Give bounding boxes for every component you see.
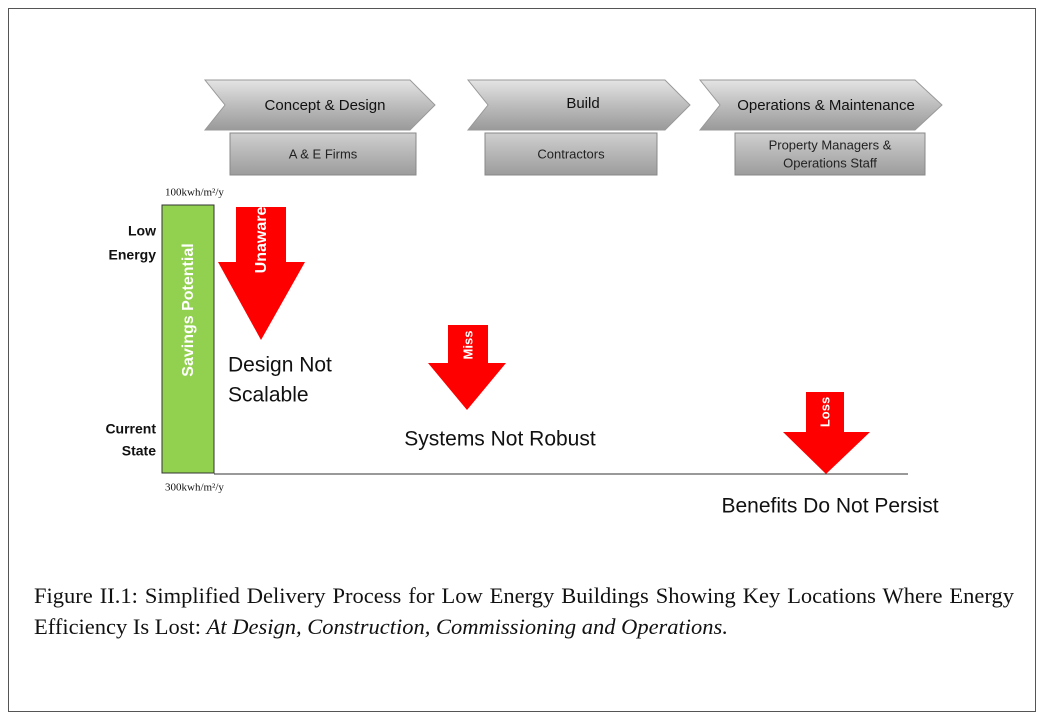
phase-chevron bbox=[466, 79, 691, 131]
arrow-label: Loss bbox=[817, 397, 832, 427]
axis-low-label: Current bbox=[105, 421, 156, 437]
loss-arrow bbox=[428, 325, 506, 410]
caption-emphasis: At Design, Construction, Commissioning a… bbox=[206, 614, 728, 639]
phase-title: Concept & Design bbox=[265, 97, 386, 114]
axis-low-label: State bbox=[122, 443, 156, 459]
loss-text: Systems Not Robust bbox=[404, 428, 596, 451]
arrow-label: Miss bbox=[460, 331, 475, 360]
phase-chevron bbox=[698, 79, 943, 131]
axis-high-label: Energy bbox=[109, 247, 157, 263]
actor-box bbox=[484, 132, 658, 176]
phase-title: Operations & Maintenance bbox=[737, 97, 915, 114]
actor-label: Operations Staff bbox=[783, 155, 877, 170]
frame bbox=[8, 8, 1036, 712]
actor-label: Contractors bbox=[537, 146, 605, 161]
loss-text: Benefits Do Not Persist bbox=[721, 495, 938, 518]
phase-chevron bbox=[203, 79, 436, 131]
savings-bar bbox=[161, 204, 215, 474]
actor-label: A & E Firms bbox=[289, 146, 358, 161]
phase-title: Build bbox=[566, 95, 599, 112]
axis-bottom-label: 300kwh/m²/y bbox=[165, 482, 224, 494]
savings-label: Savings Potential bbox=[180, 243, 197, 376]
loss-arrow bbox=[783, 392, 870, 474]
loss-arrow bbox=[218, 207, 305, 340]
loss-text: Design Not bbox=[228, 354, 332, 377]
actor-box bbox=[229, 132, 417, 176]
axis-high-label: Low bbox=[128, 223, 156, 239]
caption-text: Figure II.1: Simplified Delivery Process… bbox=[34, 583, 1014, 639]
axis-top-label: 100kwh/m²/y bbox=[165, 187, 224, 199]
actor-box bbox=[734, 132, 926, 176]
loss-text: Scalable bbox=[228, 384, 309, 407]
actor-label: Property Managers & bbox=[769, 137, 892, 152]
caption: Figure II.1: Simplified Delivery Process… bbox=[34, 580, 1014, 642]
arrow-label: Unaware bbox=[253, 207, 270, 274]
